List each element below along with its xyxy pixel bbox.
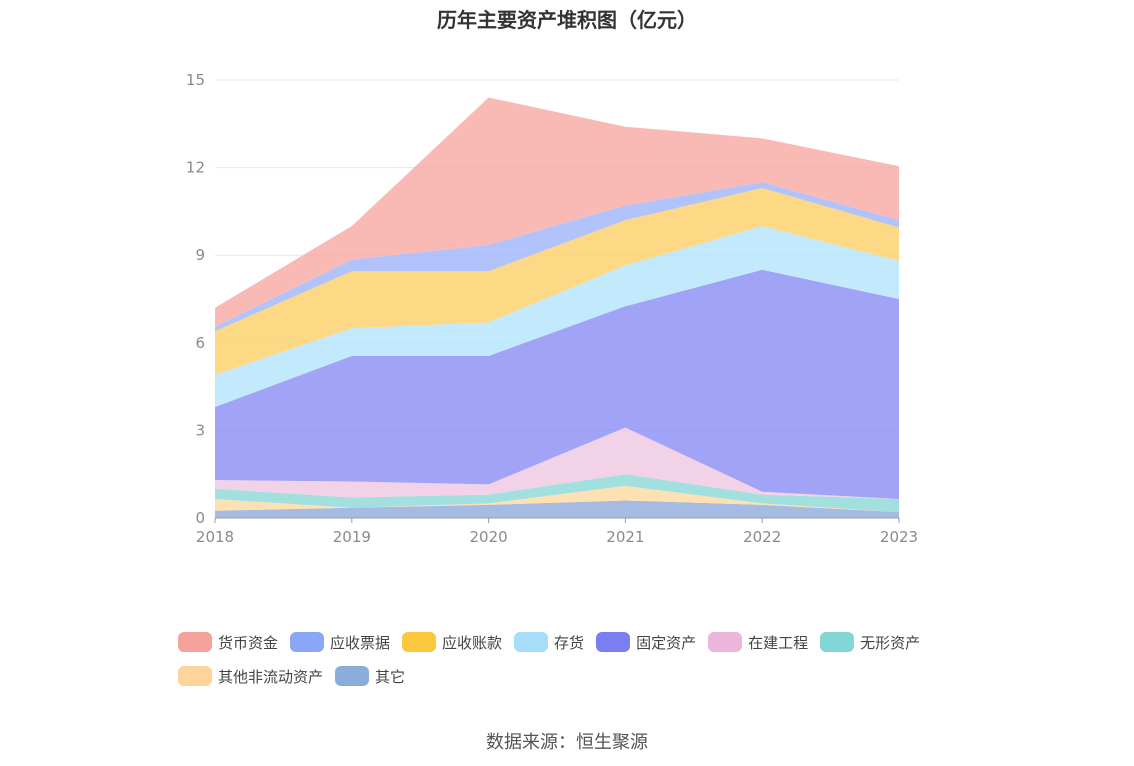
legend-label: 存货 (554, 633, 585, 652)
y-tick-label: 6 (195, 334, 205, 352)
x-tick-label: 2021 (606, 528, 644, 546)
legend-swatch (178, 666, 212, 686)
legend-item[interactable]: 固定资产 (596, 630, 696, 654)
legend-swatch (708, 632, 743, 652)
legend-label: 无形资产 (860, 633, 921, 652)
x-tick-label: 2023 (880, 528, 918, 546)
area-series (215, 474, 899, 513)
legend-label: 其他非流动资产 (218, 667, 324, 686)
y-tick-label: 15 (186, 71, 205, 89)
legend-item[interactable]: 在建工程 (708, 630, 808, 654)
legend-label: 其它 (375, 667, 406, 686)
legend-label: 在建工程 (748, 633, 809, 652)
legend-item[interactable]: 应收票据 (290, 630, 390, 654)
y-tick-label: 3 (195, 421, 205, 439)
chart-title: 历年主要资产堆积图（亿元） (437, 8, 697, 32)
legend-swatch (178, 632, 212, 652)
axes: 0 3 6 9 12 15 2018 2019 2020 2021 2022 2023 (186, 71, 918, 546)
legend-swatch (596, 632, 631, 652)
area-series (215, 188, 899, 375)
y-tick-label: 12 (186, 159, 205, 177)
legend-label: 应收票据 (330, 633, 391, 652)
legend-item[interactable]: 其他非流动资产 (178, 664, 323, 688)
source-note: 数据来源：恒生聚源 (486, 732, 648, 753)
legend-label: 货币资金 (218, 633, 279, 652)
legend-swatch (290, 632, 325, 652)
area-series (215, 97, 899, 327)
legend-swatch (820, 632, 855, 652)
area-series (215, 500, 899, 518)
y-tick-label: 9 (195, 246, 205, 264)
legend-item[interactable]: 货币资金 (178, 630, 278, 654)
legend-item[interactable]: 应收账款 (402, 630, 502, 654)
legend-item[interactable]: 无形资产 (820, 630, 920, 654)
legend-swatch (402, 632, 437, 652)
x-tick-label: 2022 (743, 528, 781, 546)
legend-label: 固定资产 (636, 633, 697, 652)
area-series (215, 485, 899, 513)
area-series (215, 226, 899, 408)
area-series-layer (215, 97, 899, 518)
y-tick-label: 0 (195, 509, 205, 527)
legend: 货币资金 应收票据 应收账款 存货 固定资产 在建工程 无形资产其他非流动资产 其它 (178, 630, 978, 698)
area-series (215, 427, 899, 500)
x-tick-label: 2018 (196, 528, 234, 546)
legend-item[interactable]: 存货 (514, 630, 584, 654)
area-series (215, 269, 899, 500)
legend-label: 应收账款 (442, 633, 503, 652)
legend-swatch (514, 632, 549, 652)
x-tick-label: 2020 (470, 528, 508, 546)
x-tick-label: 2019 (333, 528, 371, 546)
legend-item[interactable]: 其它 (335, 664, 405, 688)
legend-swatch (335, 666, 370, 686)
